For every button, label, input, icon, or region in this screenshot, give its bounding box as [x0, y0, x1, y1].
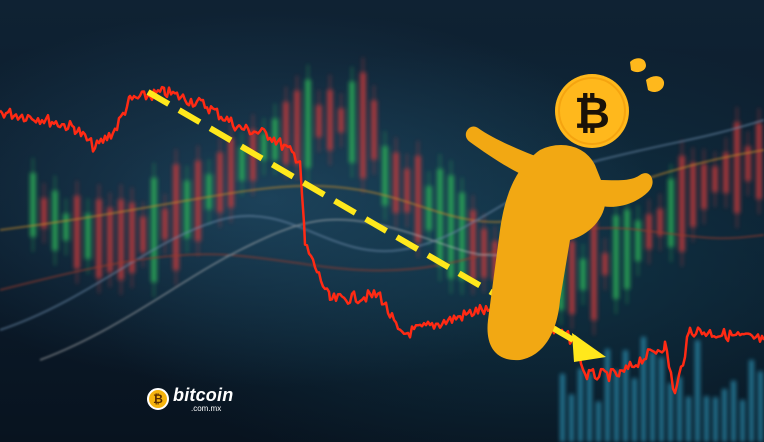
volume-bar	[632, 378, 637, 442]
worried-character: ₿	[465, 58, 665, 361]
volume-bar	[623, 350, 628, 442]
volume-bar	[740, 399, 745, 442]
blurred-moving-averages	[0, 119, 764, 361]
sweat-drop-icon	[646, 76, 665, 93]
sweat-drop-icon	[630, 58, 646, 73]
volume-bar	[731, 380, 736, 442]
volume-bar	[758, 371, 763, 442]
logo-wordmark: bitcoin	[173, 384, 234, 405]
volume-bar	[578, 368, 583, 442]
volume-bar	[722, 388, 727, 442]
volume-bar	[695, 340, 700, 442]
bitcoin-coin-icon: ₿	[147, 388, 169, 410]
volume-bar	[749, 359, 754, 442]
volume-bar	[641, 336, 646, 442]
volume-bar	[668, 383, 673, 442]
volume-bar	[686, 396, 691, 442]
volume-bar	[560, 373, 565, 442]
brand-logo: ₿ bitcoin .com.mx	[147, 386, 233, 412]
volume-bar	[704, 396, 709, 442]
volume-bar	[605, 349, 610, 442]
logo-domain: .com.mx	[191, 403, 222, 413]
volume-bar	[614, 370, 619, 442]
volume-bar	[659, 357, 664, 442]
volume-bar	[569, 394, 574, 442]
price-drop-line	[0, 85, 764, 395]
volume-bar	[587, 372, 592, 442]
volume-bar	[713, 397, 718, 442]
volume-bar	[650, 351, 655, 442]
bitcoin-symbol-icon: ₿	[574, 88, 610, 139]
volume-bar	[677, 376, 682, 442]
blurred-candlesticks	[30, 57, 763, 442]
volume-bar	[596, 401, 601, 442]
